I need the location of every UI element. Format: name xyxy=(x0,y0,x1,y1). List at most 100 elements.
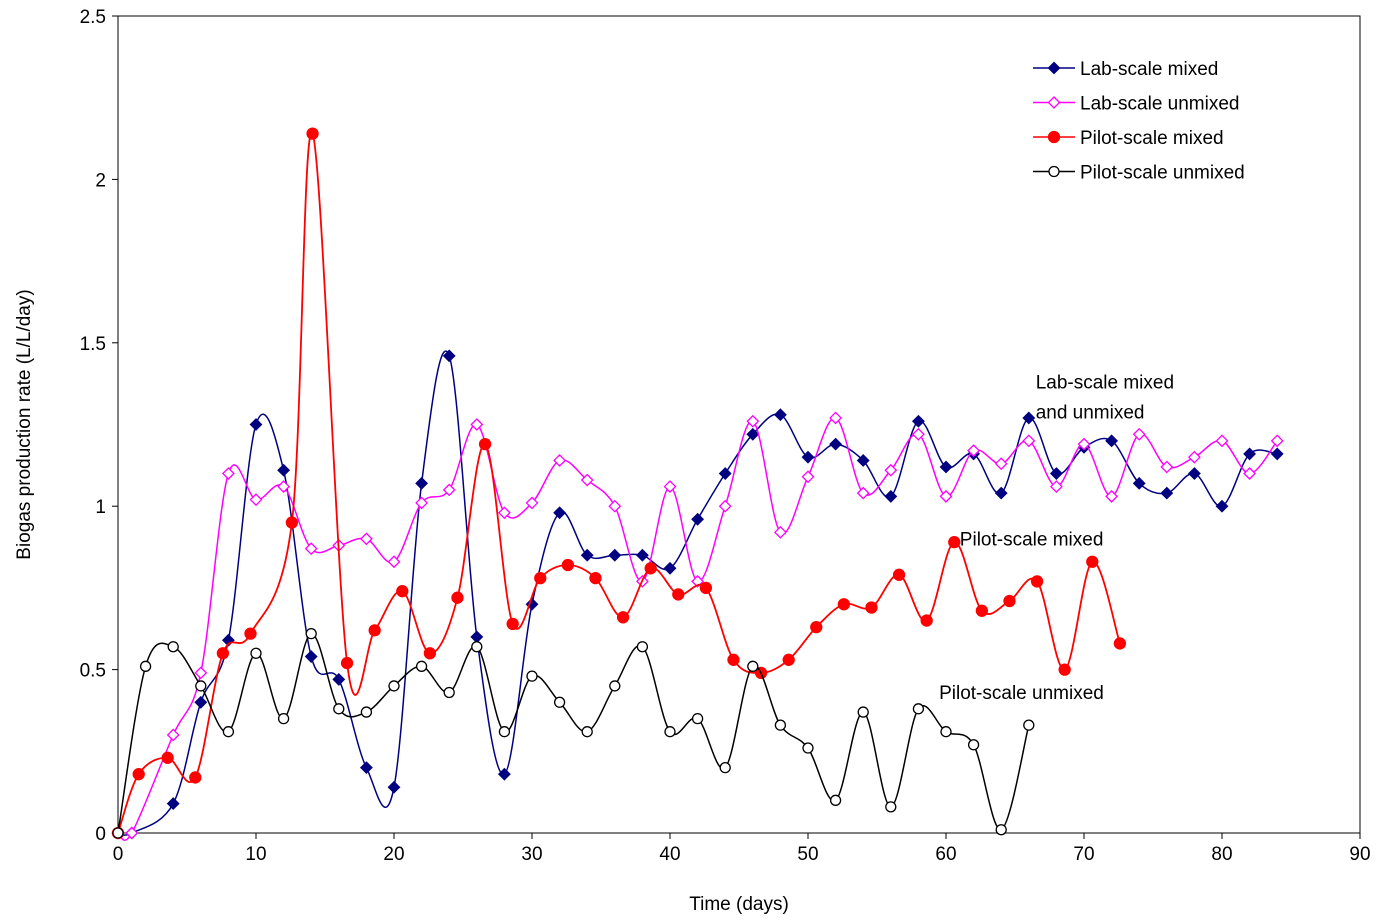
data-point-lab-scale-mixed xyxy=(663,561,677,575)
data-point-pilot-scale-mixed xyxy=(189,771,202,784)
data-point-pilot-scale-unmixed xyxy=(719,761,731,774)
data-point-lab-scale-unmixed xyxy=(1077,437,1091,451)
data-point-lab-scale-mixed xyxy=(1049,467,1063,480)
data-point-pilot-scale-unmixed xyxy=(195,680,207,692)
data-point-pilot-scale-mixed xyxy=(132,768,145,781)
data-point-pilot-scale-mixed xyxy=(368,624,381,637)
data-point-lab-scale-mixed xyxy=(166,797,180,811)
x-axis-title: Time (days) xyxy=(689,894,789,915)
data-point-lab-scale-mixed xyxy=(497,767,511,781)
data-point-pilot-scale-unmixed xyxy=(774,719,787,731)
data-point-lab-scale-unmixed xyxy=(1049,480,1063,494)
data-point-lab-scale-unmixed xyxy=(304,542,318,556)
data-point-lab-scale-mixed xyxy=(994,486,1008,500)
data-point-pilot-scale-unmixed xyxy=(636,641,649,653)
x-tick-label: 20 xyxy=(383,844,404,865)
data-point-pilot-scale-unmixed xyxy=(581,726,593,738)
data-point-pilot-scale-unmixed xyxy=(609,680,621,692)
annotation-text: Lab-scale mixed xyxy=(1036,373,1174,394)
data-point-lab-scale-mixed xyxy=(1270,447,1284,461)
data-point-lab-scale-mixed xyxy=(1132,476,1146,490)
data-point-lab-scale-unmixed xyxy=(194,666,208,680)
legend: Lab-scale mixed Lab-scale unmixed Pilot-sc… xyxy=(1033,59,1245,184)
data-point-pilot-scale-mixed xyxy=(699,581,713,595)
data-point-pilot-scale-unmixed xyxy=(277,712,290,725)
data-point-pilot-scale-mixed xyxy=(216,647,230,660)
annotations: Lab-scale mixed and unmixed Pilot-scale mi… xyxy=(939,373,1174,704)
data-point-pilot-scale-unmixed xyxy=(443,686,455,699)
x-tick-label: 60 xyxy=(935,844,956,865)
data-point-pilot-scale-unmixed xyxy=(553,696,566,708)
data-point-pilot-scale-mixed xyxy=(810,620,823,634)
data-point-pilot-scale-unmixed xyxy=(222,726,235,738)
data-point-lab-scale-unmixed xyxy=(911,427,925,441)
data-point-pilot-scale-mixed xyxy=(285,516,299,529)
data-point-lab-scale-mixed xyxy=(359,761,373,775)
data-point-lab-scale-unmixed xyxy=(967,444,981,458)
data-point-lab-scale-mixed xyxy=(635,548,649,562)
data-point-pilot-scale-mixed xyxy=(1058,663,1071,676)
x-tick-label: 30 xyxy=(521,844,542,865)
x-tick-label: 0 xyxy=(113,844,124,865)
series-lab-scale-unmixed xyxy=(111,411,1284,841)
data-point-lab-scale-unmixed xyxy=(387,555,401,569)
y-tick-label: 1.5 xyxy=(80,334,106,355)
data-point-pilot-scale-mixed xyxy=(506,617,519,630)
annotation-text: Pilot-scale unmixed xyxy=(939,683,1104,704)
x-tick-label: 70 xyxy=(1073,844,1094,865)
legend-item-pilot-scale-mixed: Pilot-scale mixed xyxy=(1033,128,1224,149)
data-point-lab-scale-mixed xyxy=(801,450,815,464)
data-point-pilot-scale-mixed xyxy=(782,653,795,666)
data-point-lab-scale-mixed xyxy=(580,548,594,562)
data-point-pilot-scale-mixed xyxy=(975,604,989,617)
legend-label: Lab-scale mixed xyxy=(1080,59,1218,80)
data-point-pilot-scale-mixed xyxy=(1003,594,1016,608)
data-point-lab-scale-unmixed xyxy=(359,532,373,546)
data-point-lab-scale-unmixed xyxy=(442,483,456,497)
legend-label: Pilot-scale unmixed xyxy=(1080,163,1245,184)
data-point-lab-scale-unmixed xyxy=(884,463,898,477)
data-point-lab-scale-unmixed xyxy=(497,506,511,520)
data-point-pilot-scale-mixed xyxy=(1113,637,1127,650)
x-tick-label: 10 xyxy=(245,844,266,865)
annotation-label: Lab-scale mixed and unmixed xyxy=(1036,373,1174,424)
data-point-lab-scale-unmixed xyxy=(277,480,291,494)
data-point-lab-scale-mixed xyxy=(332,672,346,686)
y-tick-label: 2 xyxy=(95,170,106,191)
data-point-lab-scale-unmixed xyxy=(525,496,539,510)
data-point-lab-scale-mixed xyxy=(911,414,925,428)
data-point-lab-scale-unmixed xyxy=(1215,434,1229,448)
data-point-lab-scale-unmixed xyxy=(608,499,622,513)
data-point-lab-scale-unmixed xyxy=(829,411,843,425)
data-point-pilot-scale-unmixed xyxy=(498,726,511,738)
data-point-pilot-scale-unmixed xyxy=(912,703,925,715)
data-point-lab-scale-mixed xyxy=(884,489,898,503)
data-point-lab-scale-unmixed xyxy=(1022,434,1036,448)
data-point-pilot-scale-mixed xyxy=(244,627,257,640)
data-point-lab-scale-mixed xyxy=(194,695,208,709)
data-point-pilot-scale-unmixed xyxy=(167,641,179,653)
series-group xyxy=(111,127,1284,841)
data-point-pilot-scale-mixed xyxy=(672,588,685,601)
data-point-lab-scale-mixed xyxy=(553,506,567,520)
data-point-pilot-scale-mixed xyxy=(589,571,602,585)
data-point-lab-scale-mixed xyxy=(1022,411,1036,425)
data-point-pilot-scale-mixed xyxy=(616,611,630,624)
data-point-lab-scale-unmixed xyxy=(1160,460,1174,474)
data-point-pilot-scale-unmixed xyxy=(664,726,676,738)
data-point-lab-scale-unmixed xyxy=(166,728,180,742)
data-point-pilot-scale-mixed xyxy=(920,614,933,627)
data-point-pilot-scale-mixed xyxy=(561,558,575,572)
data-point-pilot-scale-mixed xyxy=(340,656,354,670)
data-point-lab-scale-mixed xyxy=(856,454,870,467)
data-point-lab-scale-unmixed xyxy=(801,470,815,484)
data-point-lab-scale-unmixed xyxy=(1243,467,1257,480)
x-tick-label: 80 xyxy=(1211,844,1232,865)
data-point-lab-scale-mixed xyxy=(829,437,843,451)
data-point-lab-scale-mixed xyxy=(1187,467,1201,480)
data-point-lab-scale-mixed xyxy=(304,650,318,663)
data-point-lab-scale-mixed xyxy=(277,463,291,477)
legend-item-lab-scale-unmixed: Lab-scale unmixed xyxy=(1033,94,1239,115)
data-point-lab-scale-unmixed xyxy=(994,457,1008,471)
data-point-lab-scale-unmixed xyxy=(856,486,870,500)
